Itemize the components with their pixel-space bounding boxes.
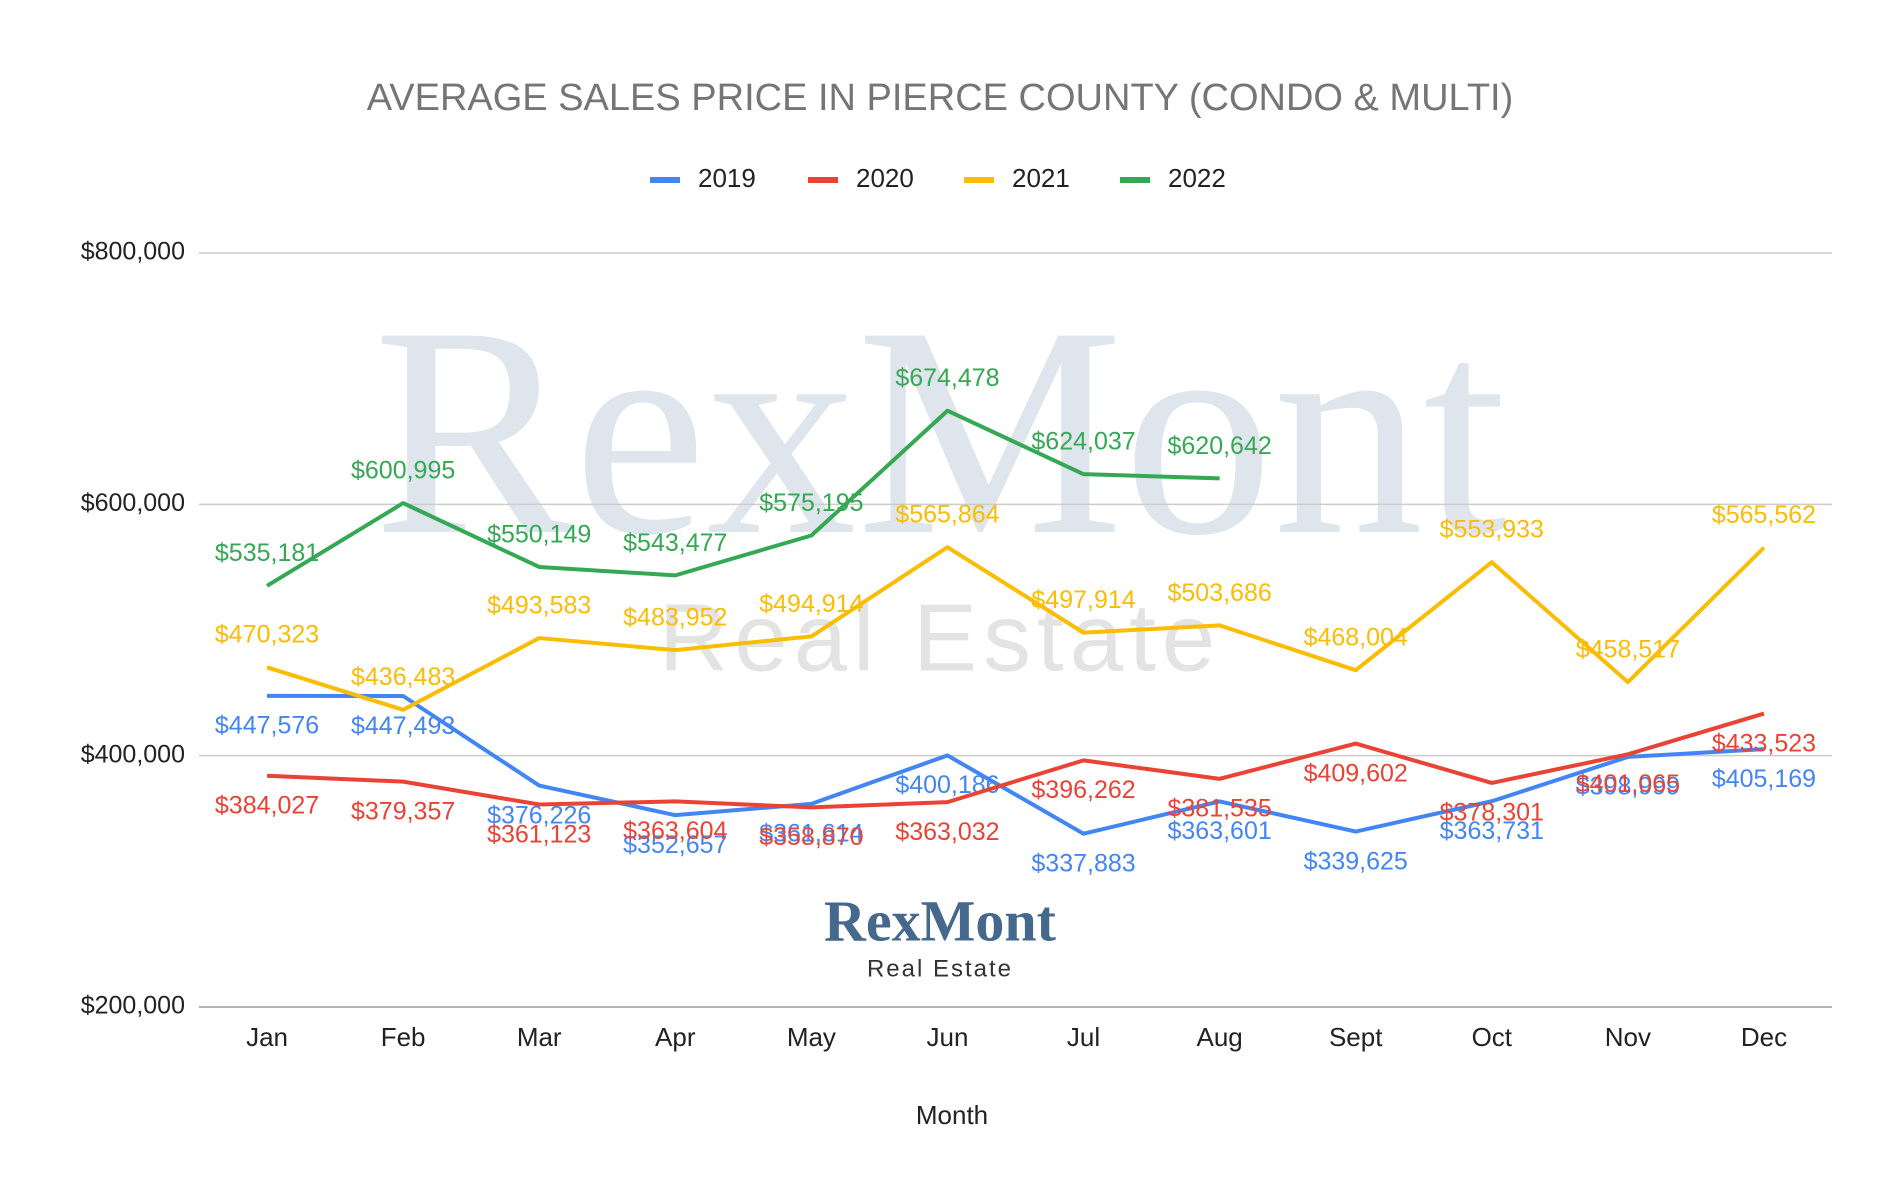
watermark-subtext: Real Estate	[659, 584, 1221, 691]
logo-subtext: Real Estate	[867, 955, 1013, 982]
data-label: $400,186	[895, 771, 999, 799]
data-label: $493,583	[487, 591, 591, 619]
data-label: $337,883	[1031, 850, 1135, 878]
data-label: $503,686	[1167, 579, 1271, 607]
series-line	[266, 545, 1766, 712]
x-tick-label: Feb	[381, 1022, 426, 1052]
data-label: $543,477	[623, 529, 727, 557]
chart-title: AVERAGE SALES PRICE IN PIERCE COUNTY (CO…	[367, 77, 1514, 119]
x-tick-label: Oct	[1472, 1022, 1513, 1052]
data-label: $458,517	[1576, 636, 1680, 664]
data-label: $470,323	[215, 621, 319, 649]
data-label: $447,493	[351, 712, 455, 740]
data-label: $433,523	[1712, 729, 1816, 757]
legend-label: 2022	[1168, 163, 1226, 193]
data-label: $436,483	[351, 663, 455, 691]
data-label: $363,032	[895, 818, 999, 846]
data-label: $468,004	[1304, 624, 1408, 652]
x-tick-label: Dec	[1741, 1022, 1787, 1052]
data-label: $535,181	[215, 539, 319, 567]
data-label: $401,065	[1576, 770, 1680, 798]
y-tick-label: $800,000	[81, 238, 185, 266]
legend-label: 2020	[856, 163, 914, 193]
data-label: $339,625	[1304, 847, 1408, 875]
x-tick-label: Aug	[1196, 1022, 1242, 1052]
legend-label: 2019	[698, 163, 756, 193]
data-label: $624,037	[1031, 428, 1135, 456]
data-label: $674,478	[895, 364, 999, 392]
series-line	[267, 693, 1765, 836]
x-tick-label: May	[787, 1022, 836, 1052]
data-label: $361,614	[759, 820, 863, 848]
legend-label: 2021	[1012, 163, 1070, 193]
data-label: $384,027	[215, 792, 319, 820]
data-label: $497,914	[1031, 586, 1135, 614]
data-label: $575,195	[759, 489, 863, 517]
data-label: $361,123	[487, 820, 591, 848]
data-label: $553,933	[1440, 516, 1544, 544]
data-label: $363,731	[1440, 817, 1544, 845]
y-tick-label: $200,000	[81, 992, 185, 1020]
x-tick-label: Nov	[1605, 1022, 1651, 1052]
data-label: $550,149	[487, 520, 591, 548]
data-label: $396,262	[1031, 776, 1135, 804]
data-label: $358,870	[759, 823, 863, 851]
data-label: $447,576	[215, 712, 319, 740]
x-tick-label: Sept	[1329, 1022, 1383, 1052]
data-label: $565,864	[895, 501, 999, 529]
data-label: $378,301	[1440, 799, 1544, 827]
x-tick-label: Apr	[655, 1022, 696, 1052]
data-label: $494,914	[759, 590, 863, 618]
logo-text: RexMont	[824, 888, 1057, 953]
data-label: $600,995	[351, 456, 455, 484]
data-label: $620,642	[1167, 432, 1271, 460]
watermark-text: RexMont	[373, 265, 1507, 597]
x-tick-label: Mar	[517, 1022, 562, 1052]
data-label: $352,657	[623, 831, 727, 859]
series-line	[266, 408, 1220, 588]
data-label: $405,169	[1712, 765, 1816, 793]
data-label: $483,952	[623, 604, 727, 632]
y-tick-label: $400,000	[81, 740, 185, 768]
data-label: $363,601	[1167, 817, 1271, 845]
data-label: $409,602	[1304, 759, 1408, 787]
x-tick-label: Jul	[1067, 1022, 1100, 1052]
data-label: $565,562	[1712, 501, 1816, 529]
data-label: $381,535	[1167, 795, 1271, 823]
data-label: $363,604	[623, 817, 727, 845]
x-tick-label: Jun	[926, 1022, 968, 1052]
x-axis-label: Month	[916, 1100, 988, 1130]
series-line	[266, 711, 1765, 810]
x-tick-label: Jan	[246, 1022, 288, 1052]
y-tick-label: $600,000	[81, 489, 185, 517]
data-label: $398,999	[1576, 773, 1680, 801]
data-label: $379,357	[351, 797, 455, 825]
